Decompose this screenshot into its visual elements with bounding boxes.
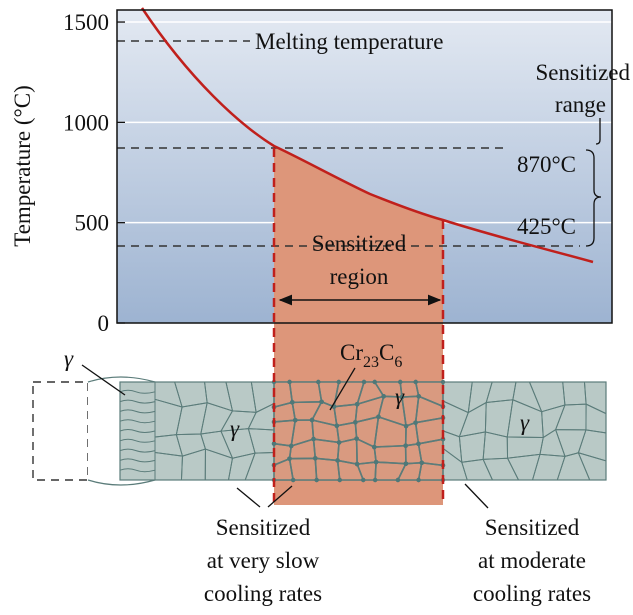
carbide <box>337 477 342 483</box>
carbide <box>361 379 367 385</box>
carbide <box>419 460 424 465</box>
carbide <box>354 402 360 407</box>
carbide <box>334 423 340 428</box>
carbide <box>354 461 360 467</box>
brace <box>585 149 602 247</box>
caption: Sensitized <box>216 515 311 540</box>
carbide <box>335 458 340 463</box>
plot-frame <box>116 9 613 324</box>
leader <box>236 487 261 508</box>
carbide <box>290 400 295 405</box>
carbide-text: Cr <box>340 340 363 365</box>
gamma-label: γ <box>64 346 74 371</box>
sensitized-region <box>274 146 443 323</box>
caption: at moderate <box>478 548 586 573</box>
lower-label: 425°C <box>517 214 576 239</box>
carbide <box>354 436 359 441</box>
carbide <box>311 436 316 442</box>
range-label: Sensitized <box>535 60 630 85</box>
weld-grain <box>119 429 156 433</box>
carbide <box>403 443 408 448</box>
carbide <box>290 477 296 483</box>
y-tick-label: 0 <box>98 311 110 336</box>
carbide <box>287 379 292 385</box>
weld-grain <box>119 399 156 404</box>
leader <box>595 118 601 145</box>
carbide <box>403 423 409 429</box>
carbide <box>314 477 319 483</box>
carbide <box>313 456 318 461</box>
weld-grain <box>119 409 156 414</box>
leader <box>267 485 293 508</box>
upper-label: 870°C <box>517 152 576 177</box>
carbide-sub: 23 <box>363 354 379 371</box>
carbide <box>413 420 418 425</box>
y-axis-label: Temperature (°C) <box>10 85 35 246</box>
carbide <box>271 441 277 446</box>
carbide <box>316 379 321 385</box>
leader <box>464 483 489 509</box>
y-tick-label: 1000 <box>63 110 109 135</box>
gamma-label: γ <box>230 416 240 441</box>
region-label: Sensitized <box>312 231 407 256</box>
carbide <box>395 477 401 483</box>
melting-label: Melting temperature <box>255 29 443 54</box>
carbide <box>293 418 298 423</box>
carbide <box>353 420 358 425</box>
carbide <box>309 417 315 423</box>
carbide <box>373 459 379 465</box>
weld-grain <box>119 458 156 463</box>
carbide <box>289 443 294 449</box>
carbide <box>372 477 378 483</box>
gamma-label: γ <box>395 384 405 409</box>
range-label: range <box>555 92 606 117</box>
region-label: region <box>330 264 389 289</box>
y-tick-label: 1500 <box>63 10 109 35</box>
weld-grain <box>119 438 156 443</box>
carbide <box>372 379 377 385</box>
carbide-sub: 6 <box>394 354 402 371</box>
caption: at very slow <box>207 548 320 573</box>
carbide <box>336 440 342 445</box>
carbide <box>398 379 403 385</box>
caption: cooling rates <box>204 581 322 606</box>
carbide <box>413 379 418 385</box>
carbide <box>372 444 377 450</box>
weld-grain <box>119 419 156 424</box>
y-tick-label: 500 <box>75 211 110 236</box>
removed-part <box>32 381 89 481</box>
carbide <box>403 461 409 466</box>
weld-grain <box>119 468 156 473</box>
leader <box>329 367 356 411</box>
carbide <box>287 456 292 461</box>
carbide <box>336 379 342 385</box>
carbide <box>399 394 405 400</box>
leader <box>81 364 126 396</box>
carbide <box>416 441 421 447</box>
carbide-text: C <box>379 340 394 365</box>
gamma-label: γ <box>520 410 530 435</box>
carbide <box>319 399 324 404</box>
caption: cooling rates <box>473 581 591 606</box>
grain <box>577 452 607 481</box>
weld-grain <box>119 448 156 453</box>
carbide <box>376 414 381 420</box>
weld-grain <box>119 389 156 394</box>
carbide <box>416 394 421 399</box>
carbide <box>381 394 386 399</box>
carbide-label: Cr23C6 <box>340 340 402 371</box>
carbide <box>361 477 366 483</box>
curve <box>140 7 594 264</box>
carbide <box>416 477 421 483</box>
caption: Sensitized <box>485 515 580 540</box>
